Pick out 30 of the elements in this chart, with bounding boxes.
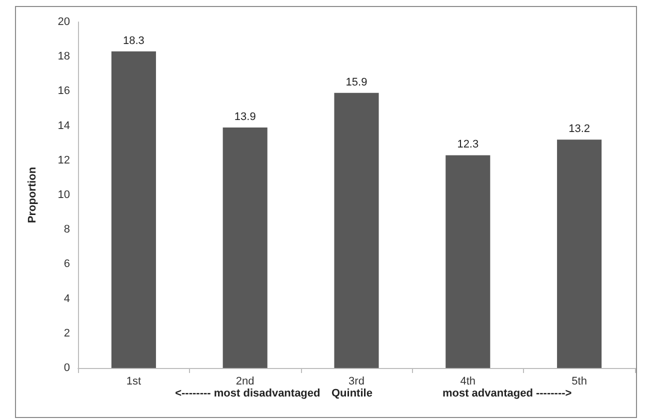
- data-label: 13.2: [568, 123, 590, 136]
- bar: [446, 155, 490, 368]
- data-label: 13.9: [234, 111, 256, 124]
- x-axis-title: Quintile: [332, 388, 372, 400]
- y-tick-label: 8: [64, 224, 70, 236]
- y-tick-label: 0: [64, 362, 70, 374]
- bar: [334, 92, 379, 368]
- data-label: 18.3: [122, 34, 144, 47]
- text: <-------- most disadvantaged: [175, 388, 320, 400]
- y-tick-label: 6: [64, 258, 70, 270]
- text: most advantaged -------->: [442, 388, 572, 400]
- x-tick-label: 1st: [126, 376, 142, 388]
- bar: [111, 51, 156, 368]
- y-tick-label: 12: [58, 154, 70, 166]
- x-tick-label: 5th: [572, 376, 587, 388]
- bar: [557, 140, 602, 368]
- y-tick-label: 2: [64, 327, 70, 340]
- x-tick-label: 4th: [460, 376, 476, 388]
- data-label: 12.3: [457, 138, 479, 151]
- data-label: 15.9: [346, 76, 368, 88]
- y-tick-label: 4: [64, 292, 70, 305]
- y-tick-label: 16: [58, 85, 70, 98]
- y-tick-label: 18: [58, 50, 70, 63]
- x-tick-label: 3rd: [348, 376, 364, 388]
- y-axis-title: Proportion: [26, 166, 38, 224]
- y-tick-label: 20: [58, 16, 70, 28]
- x-tick-label: 2nd: [236, 376, 254, 388]
- bar: [222, 128, 268, 368]
- y-tick-label: 10: [58, 189, 70, 201]
- y-tick-label: 14: [58, 120, 70, 132]
